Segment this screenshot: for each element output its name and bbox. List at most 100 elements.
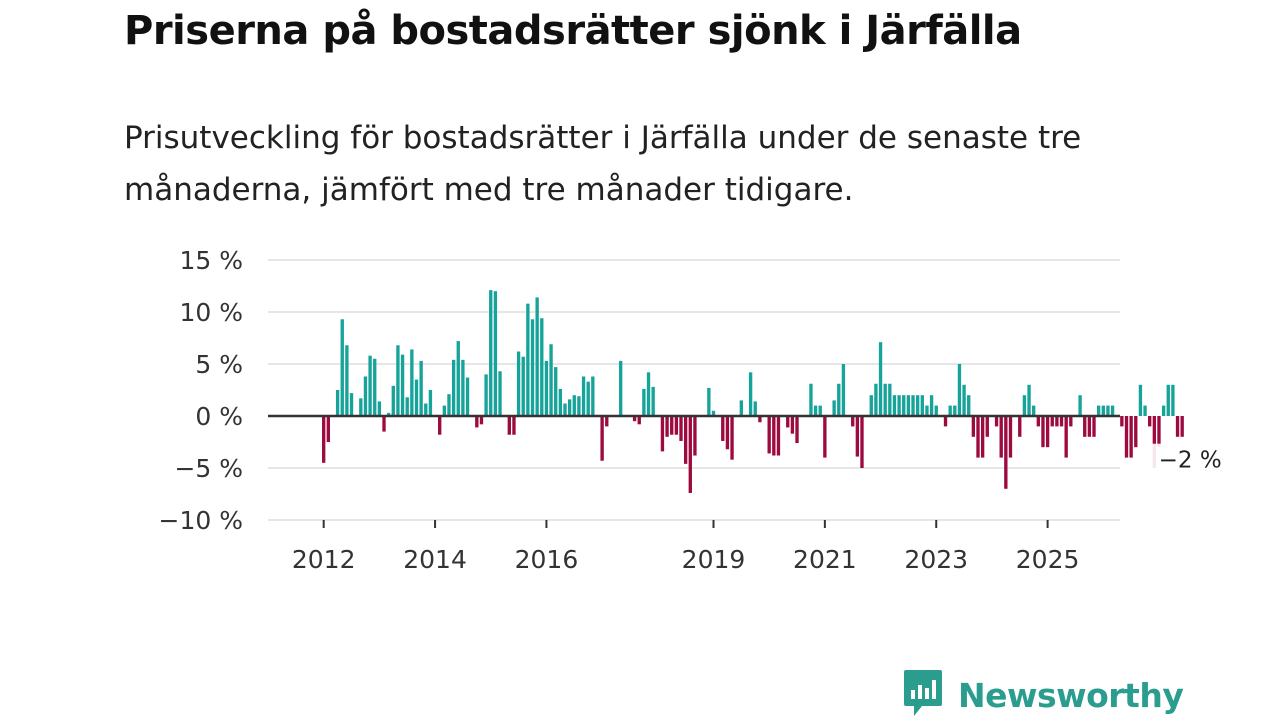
bar [405, 397, 409, 416]
bar [790, 416, 795, 434]
bar [419, 360, 423, 416]
bar [971, 416, 976, 437]
bar [581, 376, 586, 416]
bar [1008, 416, 1013, 458]
bar [994, 416, 999, 427]
newsworthy-brand[interactable]: Newsworthy [902, 668, 1184, 722]
bar [985, 416, 989, 437]
bar [888, 383, 892, 416]
bar [1004, 416, 1008, 489]
bar [493, 291, 498, 416]
bar [665, 416, 669, 437]
bar [1129, 416, 1133, 458]
bar [363, 376, 368, 416]
bar [619, 360, 623, 416]
bar [326, 416, 330, 442]
bar [400, 354, 405, 416]
x-tick-label: 2012 [292, 545, 356, 574]
bar [929, 395, 934, 416]
bar [410, 349, 414, 416]
bar [832, 400, 836, 416]
bar [373, 358, 377, 416]
bar [447, 394, 451, 416]
y-tick-label: 10 % [179, 298, 243, 327]
bar [498, 371, 502, 416]
bar [999, 416, 1003, 458]
bar [1120, 416, 1124, 427]
bar [456, 341, 460, 416]
x-tick-label: 2021 [793, 545, 857, 574]
bar [758, 416, 762, 423]
bar [953, 405, 957, 416]
bar [786, 416, 790, 428]
bar [962, 384, 966, 416]
bar [461, 359, 465, 416]
bar [386, 412, 391, 416]
bar [721, 416, 725, 441]
bar [335, 390, 340, 416]
bar [1018, 416, 1022, 437]
bar [883, 383, 887, 416]
bar [1096, 405, 1101, 416]
bar [591, 376, 595, 416]
axes: 15 % 10 % 5 % 0 % −5 % −10 % 2012 2014 2016 2019 2… [159, 246, 1120, 574]
bar [544, 360, 549, 416]
bar [1064, 416, 1068, 458]
bar [368, 355, 372, 416]
bar [1138, 384, 1143, 416]
bar [878, 342, 883, 416]
bar [637, 416, 641, 425]
bar [688, 416, 692, 493]
bar [1069, 416, 1073, 427]
bar [1078, 395, 1082, 416]
y-tick-label: −5 % [174, 454, 243, 483]
chart-subtitle: Prisutveckling för bostadsrätter i Järfä… [124, 120, 1082, 208]
bar [851, 416, 855, 427]
bar [516, 351, 521, 416]
bar [424, 403, 428, 416]
bar [725, 416, 730, 450]
bar [711, 410, 716, 416]
bar [521, 356, 525, 416]
bar [586, 381, 590, 416]
bar [920, 395, 924, 416]
bar [670, 416, 674, 435]
bar [651, 386, 655, 416]
bar [767, 416, 771, 454]
bar [1055, 416, 1059, 427]
bar [902, 395, 906, 416]
x-tick-label: 2016 [515, 545, 579, 574]
bar [526, 303, 530, 416]
y-tick-label: 15 % [179, 246, 243, 275]
bar [934, 405, 938, 416]
bar [438, 416, 442, 435]
bar [600, 416, 604, 461]
bar [1134, 416, 1138, 448]
bar [632, 416, 637, 422]
bar [442, 405, 447, 416]
y-tick-label: 5 % [195, 350, 243, 379]
bar [1092, 416, 1096, 437]
bar [1101, 405, 1105, 416]
bar [1175, 416, 1180, 437]
bar [683, 416, 688, 464]
bar [577, 396, 581, 416]
bar [428, 390, 433, 416]
bar [795, 416, 799, 444]
brand-name: Newsworthy [958, 675, 1184, 715]
bar [925, 405, 929, 416]
bar [679, 416, 683, 441]
bar [1180, 416, 1184, 437]
bar [391, 385, 395, 416]
bar [507, 416, 511, 435]
bar [1059, 416, 1064, 427]
x-tick-label: 2023 [904, 545, 968, 574]
bar [892, 395, 897, 416]
bar [943, 416, 948, 427]
bar [535, 297, 539, 416]
bar [558, 388, 563, 416]
bar [674, 416, 679, 435]
bar [874, 383, 878, 416]
bar [707, 387, 711, 416]
y-tick-label: −10 % [159, 506, 243, 535]
